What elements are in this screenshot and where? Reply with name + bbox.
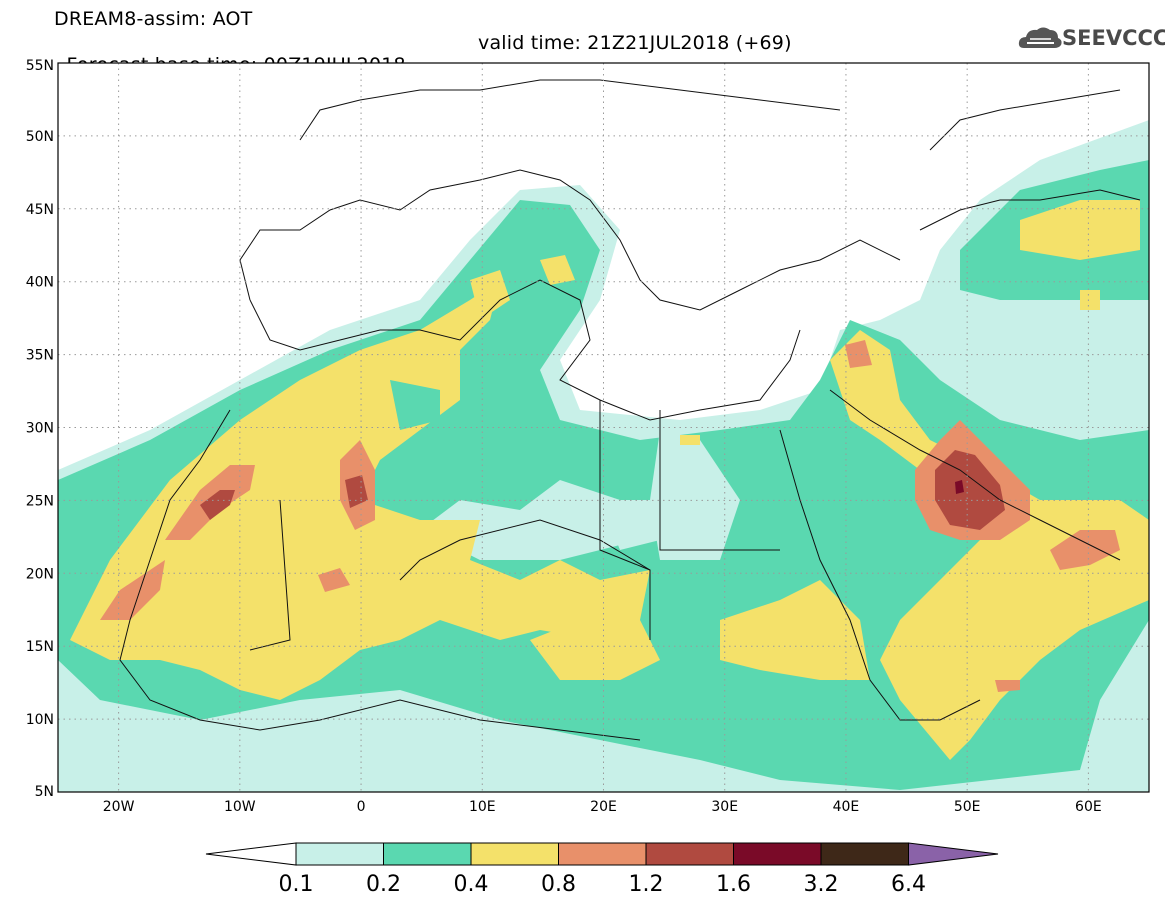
lat-label: 5N [35,784,54,800]
colorbar-label: 0.4 [454,872,489,897]
lat-label: 50N [26,129,54,145]
colorbar-label: 1.6 [716,872,751,897]
colorbar-label: 3.2 [804,872,839,897]
lon-label: 30E [711,799,738,815]
lat-label: 55N [26,58,54,74]
lon-label: 10W [224,799,256,815]
logo-text: SEEVCCC [1062,26,1165,50]
coastlines [119,79,1141,741]
colorbar-swatch [295,842,384,866]
colorbar-low-arrow [205,842,297,866]
colorbar-label: 0.2 [366,872,401,897]
colorbar-swatch [820,842,909,866]
lat-label: 35N [26,348,54,364]
colorbar-swatch [383,842,472,866]
lon-label: 20W [103,799,135,815]
lon-label: 50E [954,799,981,815]
grid-lines [58,62,1149,793]
lon-label: 10E [469,799,496,815]
lat-label: 25N [26,493,54,509]
lat-label: 30N [26,421,54,437]
longitude-labels: 20W 10W 0 10E 20E 30E 40E 50E 60E [103,799,1102,815]
lat-label: 40N [26,275,54,291]
lon-label: 60E [1075,799,1102,815]
colorbar-label: 0.8 [541,872,576,897]
map-frame [57,62,1150,793]
colorbar-label: 0.1 [279,872,314,897]
lon-label: 40E [833,799,860,815]
colorbar-swatch [558,842,647,866]
lat-label: 10N [26,712,54,728]
colorbar-swatch [470,842,559,866]
colorbar-label: 6.4 [891,872,926,897]
latitude-labels: 55N 50N 45N 40N 35N 30N 25N 20N 15N 10N 5N [26,58,54,800]
lat-label: 15N [26,639,54,655]
lon-label: 20E [590,799,617,815]
colorbar-swatch [645,842,734,866]
cloud-icon [1018,27,1062,48]
lat-label: 45N [26,202,54,218]
valid-time: valid time: 21Z21JUL2018 (+69) [478,32,792,54]
map-title: DREAM8-assim: AOT [54,8,253,30]
lon-label: 0 [357,799,366,815]
colorbar-swatch [733,842,822,866]
colorbar-label: 1.2 [629,872,664,897]
colorbar-high-arrow [908,842,999,866]
lat-label: 20N [26,566,54,582]
